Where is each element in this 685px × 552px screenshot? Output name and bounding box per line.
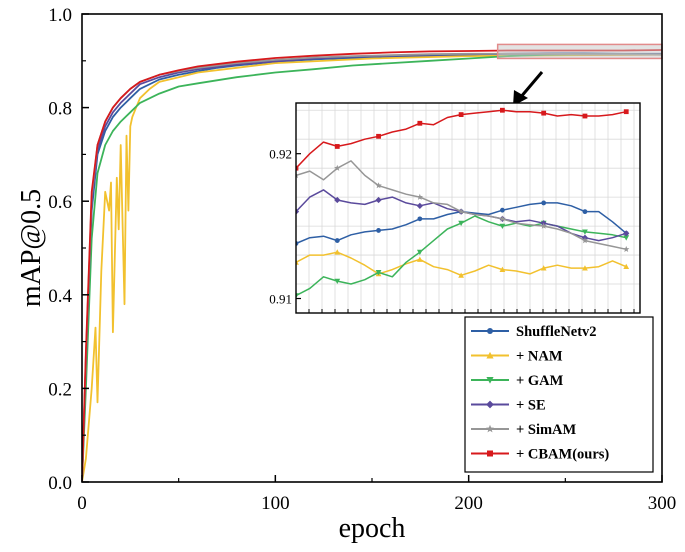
inset-marker-0 <box>500 207 505 213</box>
inset-marker-1 <box>416 256 423 262</box>
legend-marker <box>486 351 494 359</box>
inset-axes: 0.91 0.92 <box>269 147 635 313</box>
inset-marker-4 <box>499 215 506 222</box>
inset-marker-5 <box>296 165 299 171</box>
inset-marker-3 <box>296 208 300 215</box>
y-tick-label: 0.0 <box>48 473 72 494</box>
inset-marker-0 <box>376 228 381 233</box>
inset-marker-1 <box>296 259 299 265</box>
inset-marker-2 <box>296 293 299 299</box>
inset-background <box>296 103 640 313</box>
legend-marker <box>486 377 494 384</box>
legend: ShuffleNetv2 + NAM + GAM + SE + SimAM + CBAM(… <box>464 316 654 473</box>
legend-item-3: + SE <box>471 398 546 414</box>
legend-label: + SimAM <box>516 422 577 438</box>
inset-marker-5 <box>417 120 423 126</box>
inset-marker-2 <box>416 249 423 256</box>
legend-item-1: + NAM <box>471 349 563 365</box>
x-tick-label: 200 <box>454 493 483 514</box>
legend-label: + SE <box>516 398 546 414</box>
legend-box <box>464 316 654 473</box>
inset-marker-4 <box>334 164 341 171</box>
main-axes: 0 100 200 300 0.0 0.2 0.4 0.6 0.8 1.0 <box>48 5 676 514</box>
legend-item-0: ShuffleNetv2 <box>471 324 597 340</box>
inset-marker-2 <box>623 235 630 241</box>
y-tick-label: 0.2 <box>48 379 72 400</box>
inset-marker-1 <box>623 263 630 270</box>
inset-marker-4 <box>540 222 547 229</box>
inset-marker-4 <box>457 208 465 215</box>
inset-marker-1 <box>582 265 588 271</box>
inset-marker-5 <box>541 110 547 116</box>
inset-marker-3 <box>623 230 630 237</box>
inset-marker-0 <box>582 209 588 215</box>
zoom-arrow <box>513 71 544 106</box>
inset-marker-5 <box>582 113 588 119</box>
y-tick-label: 0.8 <box>48 99 72 120</box>
inset-marker-2 <box>334 278 341 285</box>
inset-marker-0 <box>541 200 547 206</box>
inset-marker-1 <box>458 272 464 278</box>
zoom-highlight-box <box>496 43 663 60</box>
legend-marker <box>487 450 493 457</box>
inset-marker-2 <box>499 223 506 229</box>
legend-label: ShuffleNetv2 <box>516 324 597 340</box>
legend-item-4: + SimAM <box>471 422 577 438</box>
inset-marker-3 <box>416 202 423 209</box>
legend-marker <box>486 424 494 433</box>
inset-marker-1 <box>540 265 547 271</box>
inset-marker-0 <box>334 238 340 243</box>
inset-marker-5 <box>334 144 340 149</box>
inset-marker-5 <box>376 133 381 139</box>
inset-marker-0 <box>417 216 423 222</box>
inset-frame <box>295 102 641 314</box>
legend-marker <box>486 400 494 409</box>
y-tick-label: 1.0 <box>48 5 72 26</box>
inset-series-group <box>296 107 630 299</box>
inset-marker-2 <box>375 270 382 276</box>
inset-y-tick-label: 0.92 <box>269 147 292 162</box>
inset-y-tick-label: 0.91 <box>269 292 292 307</box>
legend-marker <box>487 328 493 334</box>
x-tick-label: 300 <box>648 493 677 514</box>
inset-marker-1 <box>334 249 341 255</box>
x-axis-label: epoch <box>339 513 406 544</box>
legend-item-5: + CBAM(ours) <box>471 447 609 463</box>
inset-marker-3 <box>334 196 341 204</box>
inset-marker-4 <box>623 245 630 252</box>
inset-marker-4 <box>416 193 423 200</box>
legend-label: + GAM <box>516 373 564 389</box>
inset-marker-4 <box>581 237 589 244</box>
y-axis-label: mAP@0.5 <box>16 189 47 307</box>
x-tick-label: 100 <box>261 493 290 514</box>
x-tick-label: 0 <box>77 493 87 514</box>
inset-plot: 0.91 0.92 <box>269 102 641 314</box>
inset-marker-2 <box>458 220 464 227</box>
inset-marker-3 <box>375 196 382 204</box>
legend-item-2: + GAM <box>471 373 564 389</box>
y-tick-label: 0.4 <box>48 286 72 307</box>
inset-marker-4 <box>296 172 300 179</box>
inset-marker-1 <box>499 266 506 272</box>
inset-marker-5 <box>458 112 464 117</box>
legend-label: + NAM <box>516 349 563 365</box>
inset-marker-4 <box>375 182 382 189</box>
y-tick-label: 0.6 <box>48 192 72 213</box>
series-line-1 <box>82 53 662 482</box>
inset-marker-5 <box>500 107 505 113</box>
inset-marker-2 <box>582 229 588 235</box>
inset-marker-5 <box>623 109 629 115</box>
legend-label: + CBAM(ours) <box>516 447 609 463</box>
